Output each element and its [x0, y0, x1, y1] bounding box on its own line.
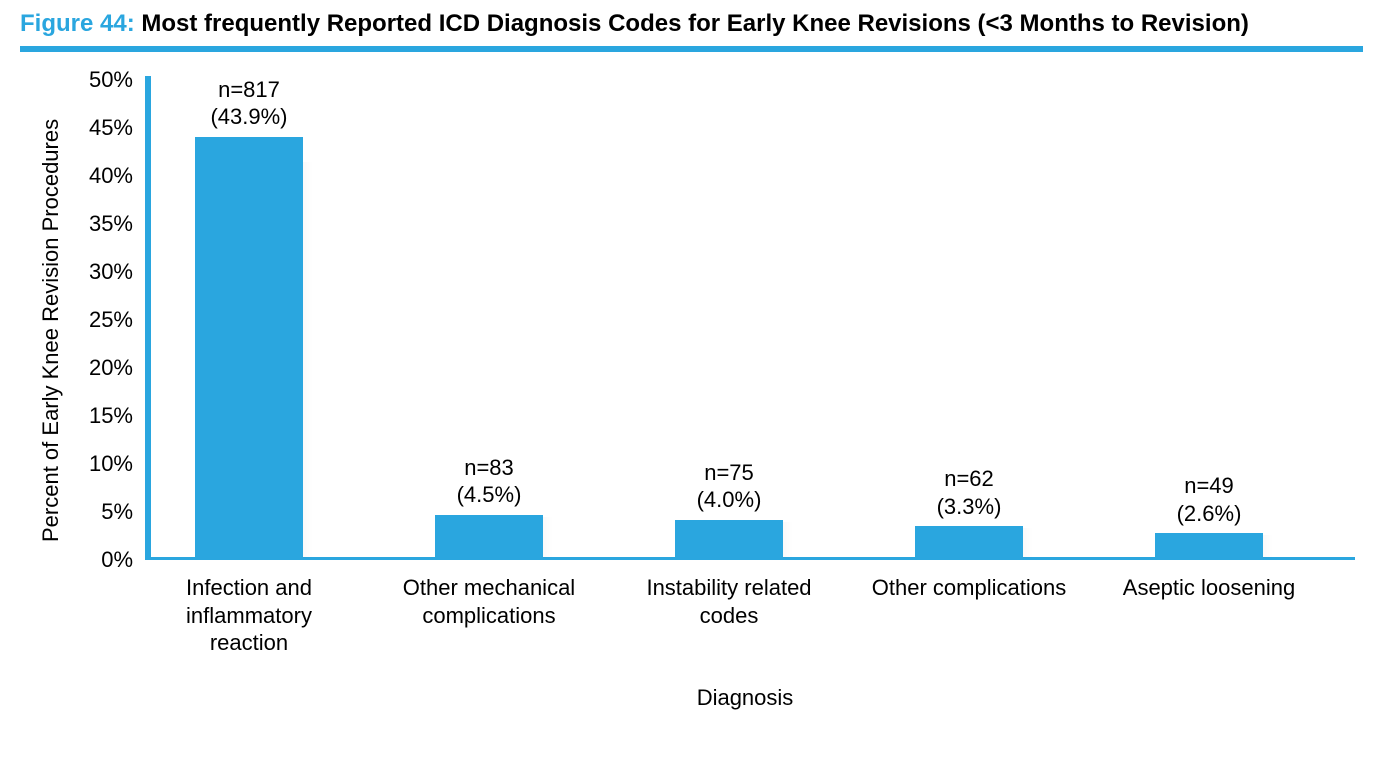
x-category-label: Other complications — [859, 574, 1079, 602]
x-axis-label: Diagnosis — [145, 685, 1345, 711]
bar-group — [1155, 533, 1263, 558]
bar-datalabel: n=62(3.3%) — [879, 465, 1059, 520]
figure-title-prefix: Figure 44: — [20, 10, 141, 37]
y-tick-label: 35% — [89, 211, 145, 237]
bar-group — [915, 526, 1023, 558]
figure-title: Figure 44: Most frequently Reported ICD … — [20, 10, 1363, 38]
y-tick-label: 20% — [89, 355, 145, 381]
y-tick-label: 50% — [89, 67, 145, 93]
y-tick-label: 5% — [101, 499, 145, 525]
plot-area: 0%5%10%15%20%25%30%35%40%45%50%n=817(43.… — [145, 80, 1345, 560]
bar-group — [675, 520, 783, 558]
bar — [1155, 533, 1263, 558]
y-tick-label: 10% — [89, 451, 145, 477]
bar — [435, 515, 543, 558]
y-axis-label: Percent of Early Knee Revision Procedure… — [38, 119, 64, 542]
bar-datalabel: n=75(4.0%) — [639, 459, 819, 514]
y-tick-label: 45% — [89, 115, 145, 141]
bar — [195, 137, 303, 558]
y-tick-label: 25% — [89, 307, 145, 333]
bar-datalabel: n=83(4.5%) — [399, 454, 579, 509]
x-category-label: Instability relatedcodes — [619, 574, 839, 629]
figure-container: Figure 44: Most frequently Reported ICD … — [20, 10, 1363, 742]
y-tick-label: 15% — [89, 403, 145, 429]
y-tick-label: 0% — [101, 547, 145, 573]
figure-title-main: Most frequently Reported ICD Diagnosis C… — [141, 10, 1249, 37]
x-category-label: Other mechanicalcomplications — [379, 574, 599, 629]
bar-datalabel: n=817(43.9%) — [159, 76, 339, 131]
bar — [675, 520, 783, 558]
bar — [915, 526, 1023, 558]
y-axis-line — [145, 76, 151, 560]
bar-group — [195, 137, 303, 558]
bar-datalabel: n=49(2.6%) — [1119, 472, 1299, 527]
x-category-label: Aseptic loosening — [1099, 574, 1319, 602]
y-tick-label: 30% — [89, 259, 145, 285]
bar-group — [435, 515, 543, 558]
x-category-label: Infection andinflammatoryreaction — [139, 574, 359, 657]
title-rule — [20, 46, 1363, 52]
y-tick-label: 40% — [89, 163, 145, 189]
chart-area: Percent of Early Knee Revision Procedure… — [20, 62, 1363, 742]
